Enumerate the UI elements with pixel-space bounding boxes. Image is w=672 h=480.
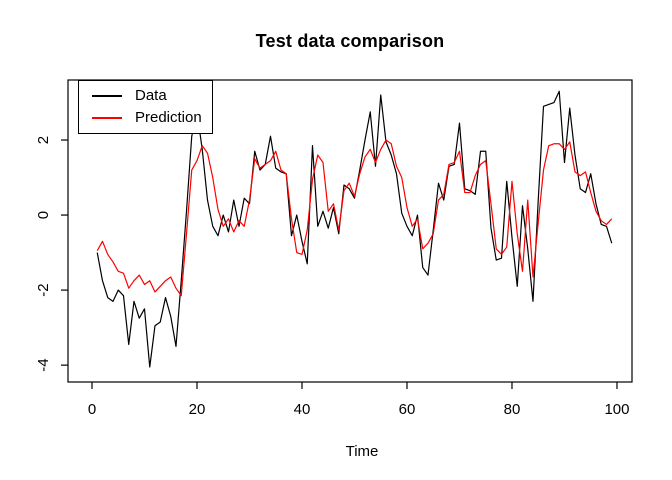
chart-title: Test data comparison bbox=[255, 31, 445, 51]
x-tick-label: 60 bbox=[399, 401, 416, 418]
prediction-series-line bbox=[96, 139, 613, 297]
x-tick-label: 20 bbox=[189, 401, 206, 418]
x-tick-label: 40 bbox=[294, 401, 311, 418]
y-tick-label: -4 bbox=[35, 358, 52, 371]
data-series-swatch bbox=[92, 95, 122, 97]
legend: Data Prediction bbox=[78, 80, 213, 134]
data-series-line bbox=[96, 90, 613, 368]
legend-label-data: Data bbox=[135, 87, 167, 104]
x-axis-label: Time bbox=[345, 443, 379, 460]
plot-box bbox=[67, 79, 633, 383]
x-tick-label: 100 bbox=[604, 401, 629, 418]
legend-label-prediction: Prediction bbox=[135, 109, 202, 126]
y-tick-label: 0 bbox=[35, 211, 52, 219]
legend-item-prediction: Prediction bbox=[79, 109, 212, 127]
prediction-series-swatch bbox=[92, 117, 122, 119]
legend-item-data: Data bbox=[79, 87, 212, 105]
x-tick-label: 0 bbox=[88, 401, 96, 418]
x-tick-label: 80 bbox=[504, 401, 521, 418]
y-tick-label: -2 bbox=[35, 283, 52, 296]
y-tick-label: 2 bbox=[35, 136, 52, 144]
